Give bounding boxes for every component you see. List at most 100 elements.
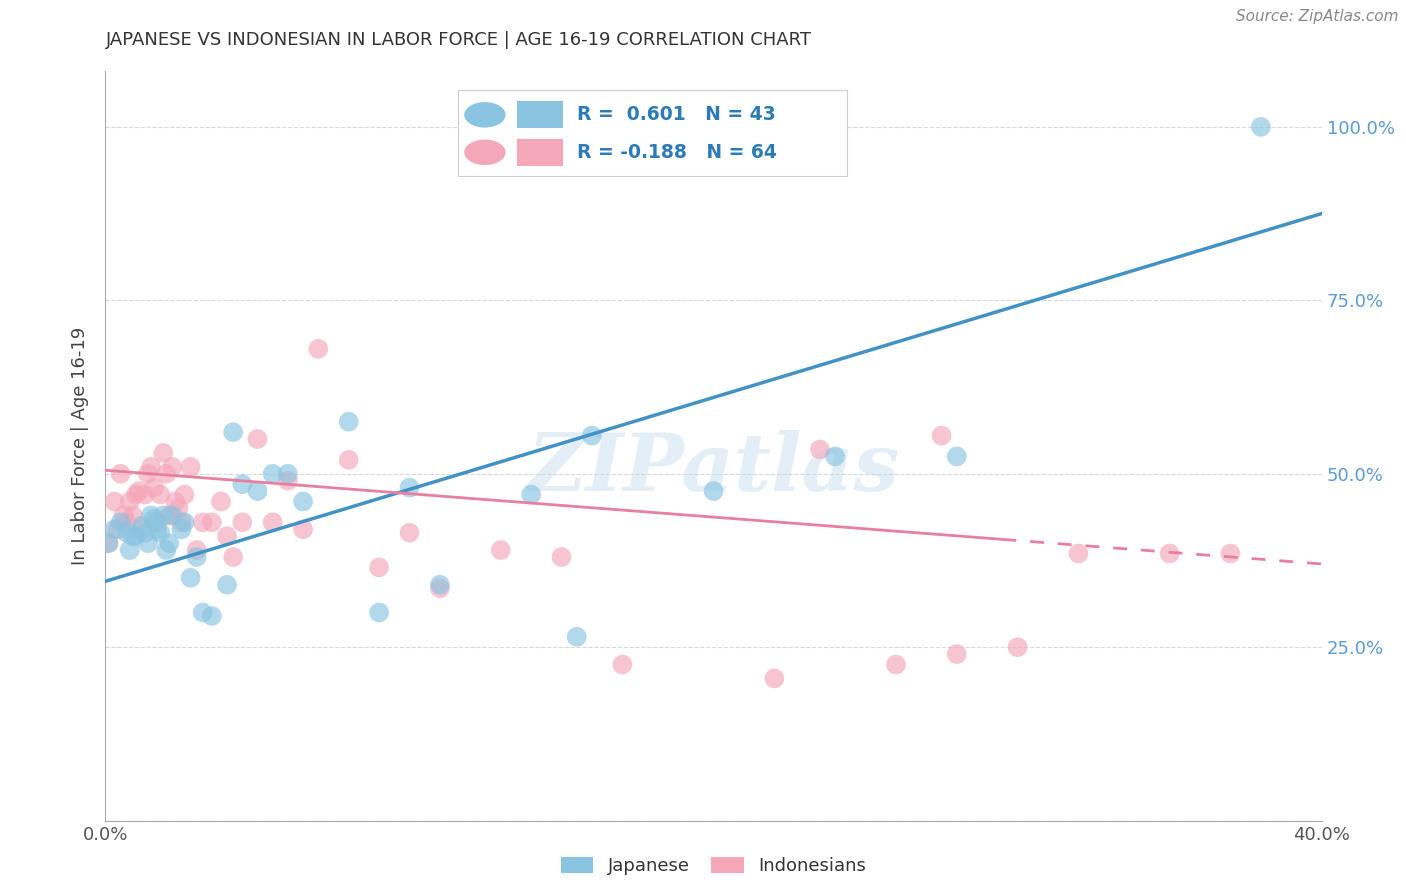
FancyBboxPatch shape	[458, 90, 848, 177]
Point	[191, 606, 214, 620]
Point	[222, 425, 245, 439]
Point	[97, 536, 120, 550]
Text: R =  0.601   N = 43: R = 0.601 N = 43	[578, 105, 776, 124]
Point	[945, 450, 967, 464]
Point	[146, 522, 169, 536]
Point	[155, 467, 177, 481]
Point	[157, 508, 180, 523]
Point	[115, 525, 138, 540]
Text: JAPANESE VS INDONESIAN IN LABOR FORCE | AGE 16-19 CORRELATION CHART: JAPANESE VS INDONESIAN IN LABOR FORCE | …	[105, 31, 811, 49]
Legend: Japanese, Indonesians: Japanese, Indonesians	[561, 857, 866, 875]
Point	[945, 647, 967, 661]
Point	[165, 494, 187, 508]
Point	[125, 529, 148, 543]
Point	[277, 467, 299, 481]
Point	[565, 630, 588, 644]
Point	[292, 494, 315, 508]
Point	[139, 508, 162, 523]
Point	[173, 487, 195, 501]
Point	[262, 516, 284, 530]
Point	[277, 474, 299, 488]
Point	[121, 508, 143, 523]
Point	[143, 512, 166, 526]
Point	[121, 529, 143, 543]
Point	[136, 467, 159, 481]
Point	[368, 606, 391, 620]
Point	[1250, 120, 1272, 134]
Point	[149, 525, 172, 540]
Point	[246, 432, 269, 446]
Point	[146, 516, 169, 530]
Point	[103, 494, 125, 508]
Point	[191, 516, 214, 530]
Text: R = -0.188   N = 64: R = -0.188 N = 64	[578, 143, 778, 161]
Point	[520, 487, 543, 501]
Point	[201, 516, 224, 530]
Point	[763, 672, 786, 686]
Point	[201, 609, 224, 624]
Point	[398, 525, 420, 540]
Bar	[516, 102, 562, 128]
Point	[118, 494, 141, 508]
Point	[231, 516, 253, 530]
Point	[1007, 640, 1029, 655]
Point	[162, 508, 184, 523]
Point	[134, 525, 156, 540]
Point	[131, 518, 153, 533]
Point	[157, 536, 180, 550]
Point	[152, 446, 174, 460]
Point	[110, 516, 132, 530]
Point	[149, 487, 172, 501]
Point	[217, 529, 239, 543]
Point	[808, 442, 831, 457]
Point	[173, 516, 195, 530]
Point	[180, 459, 202, 474]
Point	[217, 578, 239, 592]
Text: Source: ZipAtlas.com: Source: ZipAtlas.com	[1236, 9, 1399, 24]
Point	[581, 428, 603, 442]
Point	[118, 543, 141, 558]
Point	[186, 549, 208, 564]
Point	[337, 415, 360, 429]
Point	[429, 578, 451, 592]
Point	[429, 581, 451, 595]
Circle shape	[464, 102, 506, 128]
Point	[307, 342, 329, 356]
Point	[139, 459, 162, 474]
Point	[186, 543, 208, 558]
Point	[103, 522, 125, 536]
Point	[167, 501, 190, 516]
Point	[931, 428, 953, 442]
Circle shape	[464, 139, 506, 165]
Point	[97, 536, 120, 550]
Point	[134, 487, 156, 501]
Point	[222, 549, 245, 564]
Point	[246, 484, 269, 499]
Point	[702, 484, 725, 499]
Point	[1219, 547, 1241, 561]
Point	[170, 516, 193, 530]
Point	[262, 467, 284, 481]
Point	[1067, 547, 1090, 561]
Point	[170, 522, 193, 536]
Point	[152, 508, 174, 523]
Point	[136, 536, 159, 550]
Point	[107, 522, 129, 536]
Point	[489, 543, 512, 558]
Point	[231, 477, 253, 491]
Point	[180, 571, 202, 585]
Point	[612, 657, 634, 672]
Point	[131, 522, 153, 536]
Point	[398, 481, 420, 495]
Point	[115, 516, 138, 530]
Point	[368, 560, 391, 574]
Point	[112, 508, 135, 523]
Text: ZIPatlas: ZIPatlas	[527, 430, 900, 508]
Point	[337, 453, 360, 467]
Point	[162, 459, 184, 474]
Point	[209, 494, 232, 508]
Point	[824, 450, 846, 464]
Point	[292, 522, 315, 536]
Point	[110, 467, 132, 481]
Point	[550, 549, 572, 564]
